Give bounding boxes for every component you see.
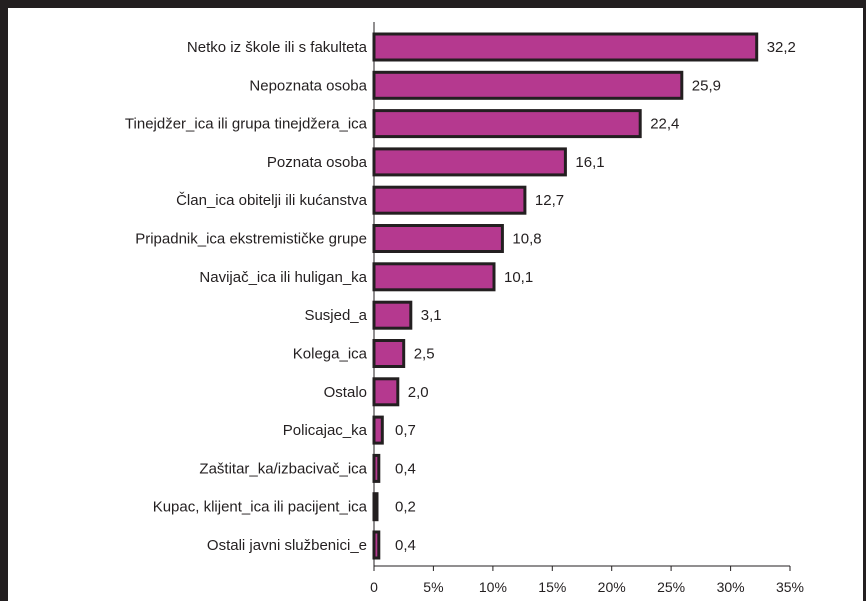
bar — [372, 377, 400, 407]
bar — [372, 147, 567, 177]
category-labels-group: Netko iz škole ili s fakulteta Nepoznata … — [125, 39, 368, 554]
bar — [372, 224, 504, 253]
x-tick-label: 20% — [598, 579, 626, 595]
category-label: Ostalo — [324, 384, 367, 401]
category-label: Kupac, klijent_ica ili pacijent_ica — [153, 499, 368, 516]
category-label: Navijač_ica ili huligan_ka — [199, 269, 367, 286]
x-tick-label: 15% — [538, 579, 566, 595]
value-label: 10,1 — [504, 269, 533, 286]
x-tick-label: 25% — [657, 579, 685, 595]
bar — [372, 109, 642, 139]
value-label: 10,8 — [512, 231, 541, 248]
category-label: Netko iz škole ili s fakulteta — [187, 39, 368, 56]
bar — [372, 415, 384, 445]
bar — [372, 300, 413, 330]
bar — [372, 339, 406, 368]
value-labels-group: 32,2 25,9 22,4 16,1 12,7 10,8 10,1 3,1 2,5 2,0 0,7… — [395, 39, 796, 554]
value-label: 3,1 — [421, 307, 442, 324]
category-label: Poznata osoba — [267, 154, 368, 171]
category-label: Član_ica obitelji ili kućanstva — [176, 192, 368, 209]
bar — [372, 70, 684, 100]
value-label: 0,4 — [395, 537, 416, 554]
value-label: 12,7 — [535, 192, 564, 209]
category-label: Nepoznata osoba — [249, 77, 367, 94]
x-tick-label: 30% — [717, 579, 745, 595]
bar — [372, 262, 496, 292]
bars-group — [372, 32, 759, 560]
value-label: 16,1 — [575, 154, 604, 171]
bar — [372, 32, 759, 62]
category-label: Pripadnik_ica ekstremističke grupe — [135, 231, 367, 248]
category-label: Susjed_a — [304, 307, 367, 324]
category-label: Zaštitar_ka/izbacivač_ica — [199, 460, 367, 477]
bar — [372, 453, 381, 483]
bar — [372, 530, 381, 560]
bar — [372, 185, 527, 215]
value-label: 2,5 — [414, 346, 435, 363]
x-tick-label: 35% — [776, 579, 804, 595]
axes-group: 0 5% 10% 15% 20% 25% 30% 35% — [370, 22, 804, 595]
category-label: Tinejdžer_ica ili grupa tinejdžera_ica — [125, 116, 368, 133]
value-label: 0,7 — [395, 422, 416, 439]
value-label: 25,9 — [692, 77, 721, 94]
x-tick-label: 10% — [479, 579, 507, 595]
value-label: 22,4 — [650, 116, 679, 133]
value-label: 0,2 — [395, 499, 416, 516]
value-label: 2,0 — [408, 384, 429, 401]
category-label: Policajac_ka — [283, 422, 368, 439]
x-tick-label: 5% — [423, 579, 443, 595]
x-tick-label: 0 — [370, 579, 378, 595]
category-label: Ostali javni službenici_e — [207, 537, 367, 554]
category-label: Kolega_ica — [293, 346, 368, 363]
value-label: 32,2 — [767, 39, 796, 56]
value-label: 0,4 — [395, 460, 416, 477]
